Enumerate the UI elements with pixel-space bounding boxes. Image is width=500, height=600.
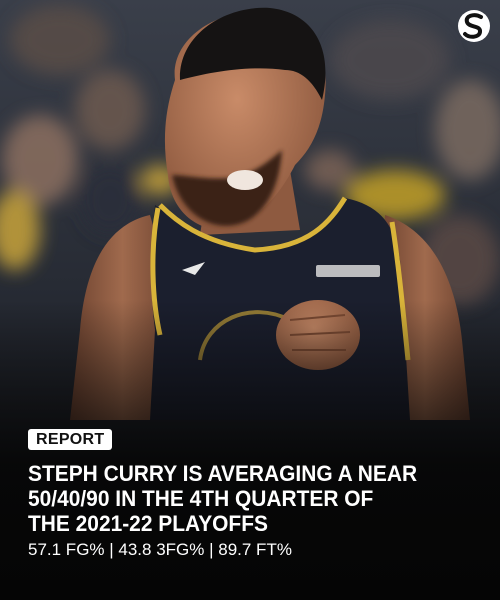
headline-line: THE 2021-22 PLAYOFFS (28, 511, 268, 536)
category-tag: REPORT (28, 429, 113, 450)
headline-line: 50/40/90 IN THE 4TH QUARTER OF (28, 486, 374, 511)
headline-line: STEPH CURRY IS AVERAGING A NEAR (28, 461, 418, 486)
headline: STEPH CURRY IS AVERAGING A NEAR 50/40/90… (28, 461, 417, 536)
stats-line: 57.1 FG% | 43.8 3FG% | 89.7 FT% (28, 540, 292, 559)
